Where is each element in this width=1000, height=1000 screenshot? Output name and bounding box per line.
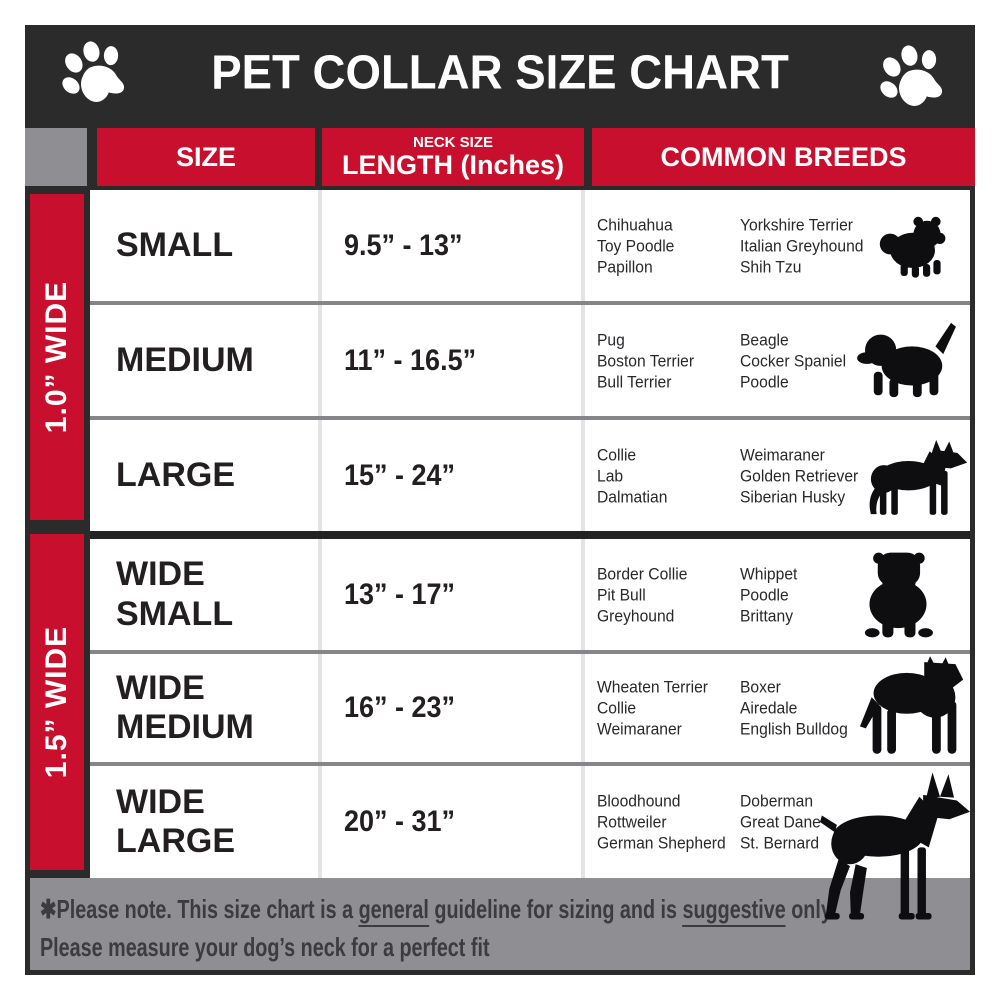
footnote-panel: ✱Please note. This size chart is a gener…: [30, 878, 970, 970]
fluffy-toy-dog-silhouette-icon: [874, 212, 956, 280]
page-title: PET COLLAR SIZE CHART: [211, 46, 789, 100]
title-bar: PET COLLAR SIZE CHART: [25, 25, 975, 125]
breeds-list: Doberman Great Dane St. Bernard: [740, 791, 821, 853]
beagle-dog-silhouette-icon: [852, 317, 966, 405]
table-row-small: SMALL 9.5” - 13” Chihuahua Toy Poodle Pa…: [90, 190, 970, 301]
size-label: LARGE: [116, 455, 235, 494]
row-divider: [90, 762, 970, 766]
table-row-wide-large: WIDE LARGE 20” - 31” Bloodhound Rottweil…: [90, 766, 970, 920]
table-row-medium: MEDIUM 11” - 16.5” Pug Boston Terrier Bu…: [90, 305, 970, 416]
row-divider: [90, 301, 970, 305]
paw-print-icon: [62, 41, 125, 102]
breeds-list: Beagle Cocker Spaniel Poodle: [740, 330, 847, 391]
neck-range: 9.5” - 13”: [318, 190, 581, 301]
section-divider: [90, 531, 970, 539]
breeds-list: Chihuahua Toy Poodle Papillon: [597, 215, 675, 276]
size-label: MEDIUM: [116, 340, 254, 379]
size-table: SIZE NECK SIZE LENGTH (Inches) COMMON BR…: [25, 125, 975, 975]
table-row-wide-medium: WIDE MEDIUM 16” - 23” Wheaten Terrier Co…: [90, 654, 970, 762]
size-label: WIDE LARGE: [116, 782, 235, 860]
paw-print-icon: [880, 45, 943, 106]
size-label: WIDE MEDIUM: [116, 668, 254, 746]
table-row-large: LARGE 15” - 24” Collie Lab Dalmatian Wei…: [90, 420, 970, 531]
size-label: SMALL: [116, 225, 234, 264]
doberman-dog-silhouette-icon: [820, 768, 970, 936]
breeds-cell: Collie Lab Dalmatian Weimaraner Golden R…: [581, 420, 970, 531]
neck-range: 13” - 17”: [318, 539, 581, 650]
shepherd-dog-silhouette-icon: [866, 429, 968, 529]
breeds-cell: Pug Boston Terrier Bull Terrier Beagle C…: [581, 305, 970, 416]
row-divider: [90, 416, 970, 420]
breeds-cell: Wheaten Terrier Collie Weimaraner Boxer …: [581, 654, 970, 762]
breeds-list: Collie Lab Dalmatian: [597, 445, 668, 506]
breeds-list: Border Collie Pit Bull Greyhound: [597, 564, 688, 625]
breeds-cell: Chihuahua Toy Poodle Papillon Yorkshire …: [581, 190, 970, 301]
table-rows: SMALL 9.5” - 13” Chihuahua Toy Poodle Pa…: [90, 190, 970, 920]
footnote-line-1: ✱Please note. This size chart is a gener…: [40, 890, 836, 928]
neck-range: 11” - 16.5”: [318, 305, 581, 416]
breeds-cell: Bloodhound Rottweiler German Shepherd Do…: [581, 766, 970, 920]
table-corner-box: [25, 128, 87, 186]
breeds-list: Pug Boston Terrier Bull Terrier: [597, 330, 695, 391]
column-header-size: SIZE: [97, 128, 315, 186]
size-label: WIDE SMALL: [116, 555, 234, 633]
breeds-list: Boxer Airedale English Bulldog: [740, 677, 848, 739]
footnote-line-2: Please measure your dog’s neck for a per…: [40, 932, 490, 962]
neck-range: 15” - 24”: [318, 420, 581, 531]
column-header-common-breeds: COMMON BREEDS: [592, 128, 975, 186]
breeds-list: Weimaraner Golden Retriever Siberian Hus…: [740, 445, 859, 506]
neck-range: 20” - 31”: [318, 766, 581, 878]
breeds-list: Whippet Poodle Brittany: [740, 564, 798, 625]
pitbull-dog-silhouette-icon: [858, 648, 970, 762]
table-row-wide-small: WIDE SMALL 13” - 17” Border Collie Pit B…: [90, 539, 970, 650]
breeds-list: Wheaten Terrier Collie Weimaraner: [597, 677, 708, 739]
bulldog-silhouette-icon: [852, 546, 944, 644]
neck-range: 16” - 23”: [318, 654, 581, 762]
row-divider: [90, 650, 970, 654]
side-label-1-inch-wide: 1.0” WIDE: [30, 194, 84, 520]
column-header-neck-length: NECK SIZE LENGTH (Inches): [322, 128, 584, 186]
breeds-list: Yorkshire Terrier Italian Greyhound Shih…: [740, 215, 864, 276]
breeds-list: Bloodhound Rottweiler German Shepherd: [597, 791, 726, 853]
side-label-1-5-inch-wide: 1.5” WIDE: [30, 534, 84, 870]
breeds-cell: Border Collie Pit Bull Greyhound Whippet…: [581, 539, 970, 650]
